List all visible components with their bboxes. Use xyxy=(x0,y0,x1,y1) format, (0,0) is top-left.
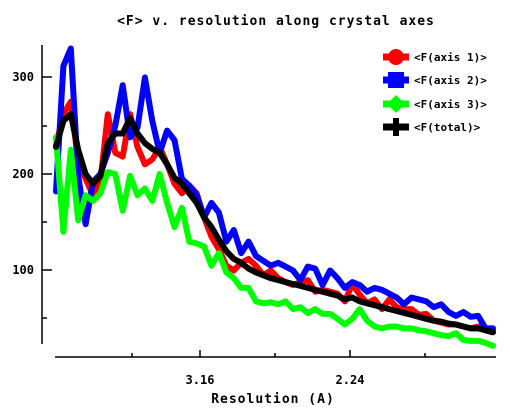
legend-label-axis-3: <F(axis 3)> xyxy=(414,98,487,111)
x-tick-label: 2.24 xyxy=(336,373,365,387)
y-tick-label: 300 xyxy=(12,70,34,84)
x-tick-label: 3.16 xyxy=(186,373,215,387)
chart-title: <F> v. resolution along crystal axes xyxy=(117,14,435,29)
legend-label-axis-1: <F(axis 1)> xyxy=(414,51,487,64)
x-axis: 3.16 2.24 Resolution (A) xyxy=(55,350,496,407)
y-tick-label: 200 xyxy=(12,167,34,181)
legend: <F(axis 1)> <F(axis 2)> <F(axis 3)> <F(t… xyxy=(383,49,487,136)
legend-marker-axis-1 xyxy=(388,49,404,65)
y-tick-label: 100 xyxy=(12,263,34,277)
series-line-total xyxy=(53,111,496,336)
legend-item-axis-1: <F(axis 1)> xyxy=(383,49,487,65)
legend-marker-axis-3 xyxy=(387,95,405,113)
legend-item-total: <F(total)> xyxy=(383,118,481,136)
legend-item-axis-2: <F(axis 2)> xyxy=(383,72,487,88)
legend-marker-axis-2 xyxy=(388,72,404,88)
legend-label-axis-2: <F(axis 2)> xyxy=(414,74,487,87)
series-line-axis-2 xyxy=(53,45,496,332)
x-axis-label: Resolution (A) xyxy=(211,392,335,407)
series-lines xyxy=(53,45,496,349)
legend-item-axis-3: <F(axis 3)> xyxy=(383,95,487,113)
series-line-axis-3 xyxy=(53,134,496,349)
y-axis: 100 200 300 xyxy=(12,45,52,344)
legend-marker-total-v xyxy=(393,118,399,136)
legend-label-total: <F(total)> xyxy=(414,121,481,134)
